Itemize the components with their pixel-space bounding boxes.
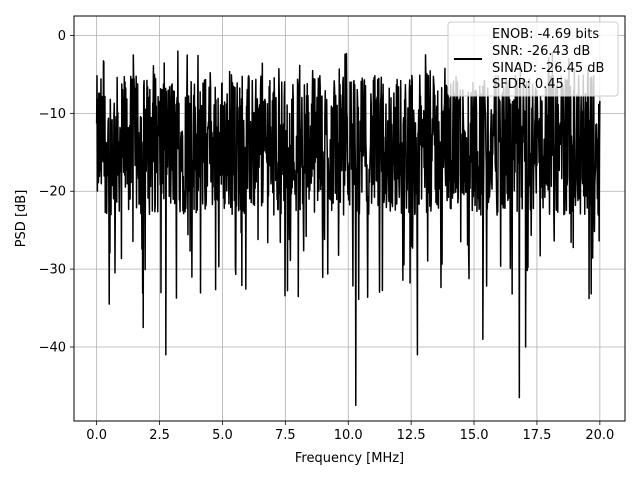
legend-enob: ENOB: -4.69 bits	[492, 27, 599, 42]
psd-series-line	[95, 50, 601, 407]
x-axis-ticks: 0.0 2.5 5.0 7.5 10.0 12.5 15.0 17.5 20.0	[86, 421, 614, 443]
x-tick-label: 7.5	[275, 428, 296, 443]
legend-sfdr: SFDR: 0.45	[492, 77, 564, 92]
y-tick-label: −40	[39, 341, 66, 356]
y-tick-label: 0	[58, 29, 66, 44]
legend-snr: SNR: -26.43 dB	[492, 44, 590, 59]
x-tick-label: 2.5	[149, 428, 170, 443]
legend: ENOB: -4.69 bits SNR: -26.43 dB SINAD: -…	[447, 21, 619, 97]
x-tick-label: 15.0	[460, 428, 489, 443]
legend-sinad: SINAD: -26.45 dB	[492, 61, 604, 76]
x-tick-label: 0.0	[86, 428, 107, 443]
y-axis-label: PSD [dB]	[14, 190, 29, 248]
y-axis-ticks: 0 −10 −20 −30 −40	[39, 29, 74, 356]
plot-frame	[73, 15, 626, 422]
y-tick-label: −10	[39, 107, 66, 122]
psd-trace	[95, 50, 601, 407]
x-tick-label: 12.5	[397, 428, 426, 443]
x-tick-label: 5.0	[212, 428, 233, 443]
y-tick-label: −20	[39, 185, 66, 200]
x-tick-label: 17.5	[522, 428, 551, 443]
legend-box	[447, 21, 619, 97]
x-tick-label: 20.0	[585, 428, 614, 443]
x-axis-label: Frequency [MHz]	[295, 451, 404, 466]
x-tick-label: 10.0	[334, 428, 363, 443]
y-tick-label: −30	[39, 263, 66, 278]
